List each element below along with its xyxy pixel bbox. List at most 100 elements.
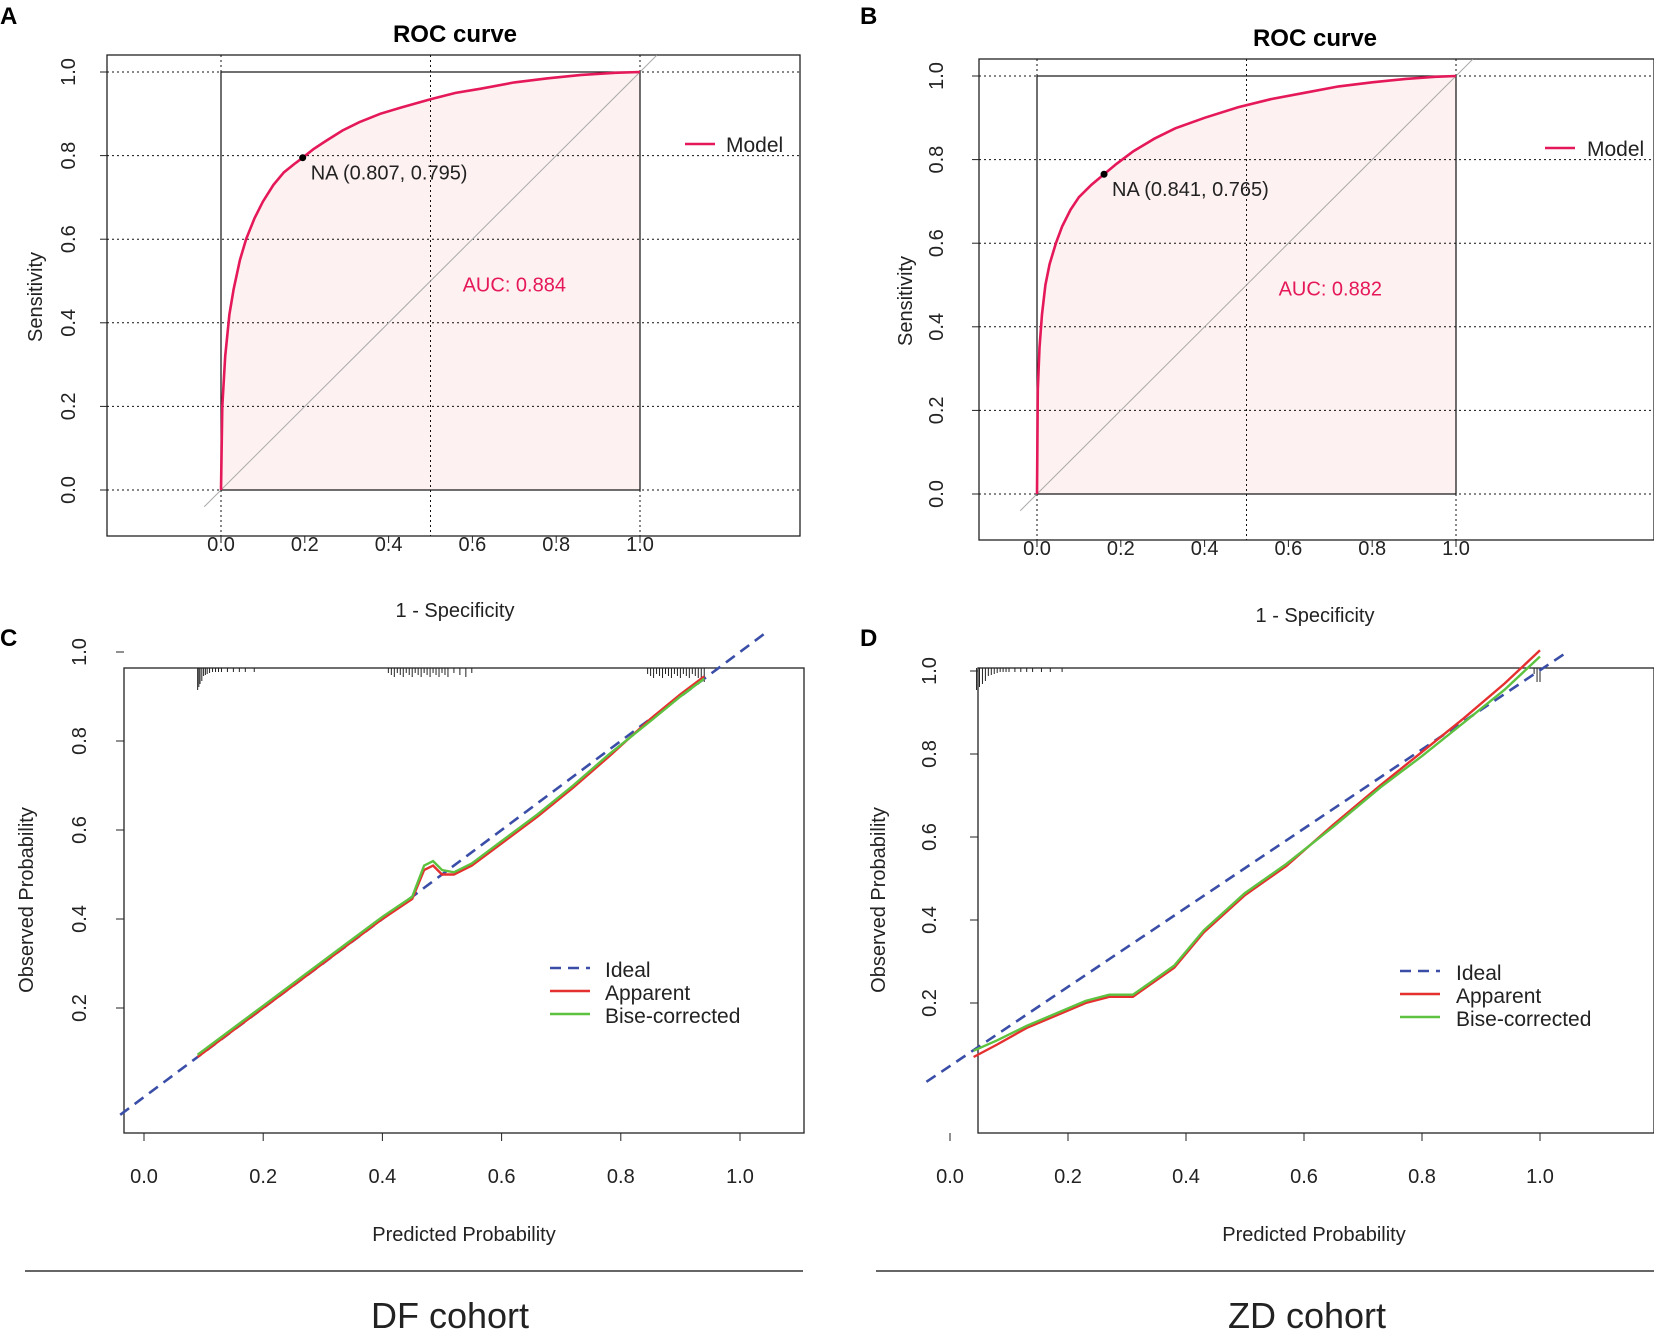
auc-label-a: AUC: 0.884 <box>463 274 566 296</box>
y-axis-c: 0.2 0.4 0.6 0.8 1.0 <box>69 638 124 1022</box>
x-tick-label-a: 0.4 <box>375 534 403 556</box>
y-tick-label-a: 0.2 <box>58 392 80 420</box>
panel-label-c: C <box>0 625 17 652</box>
panel-c-calibration: C 0.0 0.2 0.4 0.6 0.8 1.0 0.2 0.4 0.6 0.8 1.0 Pre… <box>0 625 805 1330</box>
ideal-line-d <box>925 653 1565 1083</box>
legend-label-model-b: Model <box>1587 138 1644 161</box>
y-tick-label-a: 0.6 <box>58 225 80 253</box>
x-tick-label-a: 0.6 <box>458 534 486 556</box>
roc-box-a <box>220 71 641 491</box>
y-tick-label-a: 1.0 <box>58 58 80 86</box>
y-axis-b: 0.0 0.2 0.4 0.6 0.8 1.0 <box>926 62 979 508</box>
y-tick-label-d: 0.4 <box>919 906 941 934</box>
apparent-line-d <box>973 649 1541 1059</box>
x-tick-label-a: 0.8 <box>542 534 570 556</box>
cutoff-point-b <box>1100 170 1108 178</box>
x-axis-b: 0.0 0.2 0.4 0.6 0.8 1.0 <box>1023 538 1470 560</box>
y-axis-label-b: Sensitivity <box>895 256 917 346</box>
x-tick-label-b: 0.4 <box>1191 538 1219 560</box>
plot-frame-d <box>977 667 1654 1134</box>
x-axis-label-b: 1 - Specificity <box>1256 605 1375 627</box>
y-axis-label-c: Observed Probability <box>16 807 38 993</box>
auc-label-b: AUC: 0.882 <box>1279 278 1382 300</box>
y-tick-label-d: 0.8 <box>919 740 941 768</box>
x-tick-label-b: 0.8 <box>1358 538 1386 560</box>
x-tick-label-d: 0.2 <box>1054 1166 1082 1188</box>
y-axis-d: 0.2 0.4 0.6 0.8 1.0 <box>919 657 978 1017</box>
y-tick-label-c: 0.2 <box>69 994 91 1022</box>
x-tick-label-a: 1.0 <box>626 534 654 556</box>
cohort-label-zd: ZD cohort <box>1228 1295 1386 1330</box>
x-axis-label-c: Predicted Probability <box>372 1224 555 1246</box>
x-tick-label-b: 1.0 <box>1442 538 1470 560</box>
x-tick-label-c: 0.6 <box>488 1166 516 1188</box>
chart-title-b: ROC curve <box>1253 25 1377 52</box>
y-tick-label-b: 1.0 <box>926 62 948 90</box>
x-tick-label-d: 0.0 <box>936 1166 964 1188</box>
y-axis-label-a: Sensitivity <box>25 252 47 342</box>
plot-frame-c <box>123 667 805 1134</box>
legend-label-ideal-c: Ideal <box>605 959 651 982</box>
roc-box-b <box>1036 75 1457 495</box>
x-tick-label-d: 1.0 <box>1526 1166 1554 1188</box>
y-tick-label-b: 0.2 <box>926 396 948 424</box>
x-axis-c: 0.0 0.2 0.4 0.6 0.8 1.0 <box>130 1133 754 1188</box>
y-tick-label-b: 0.4 <box>926 313 948 341</box>
rug-c <box>197 668 705 690</box>
legend-label-apparent-d: Apparent <box>1456 985 1541 1008</box>
bias-corrected-line-d <box>973 655 1541 1052</box>
y-tick-label-b: 0.8 <box>926 146 948 174</box>
legend-label-bias-d: Bise-corrected <box>1456 1008 1591 1031</box>
y-tick-label-d: 0.6 <box>919 823 941 851</box>
y-tick-label-c: 0.4 <box>69 905 91 933</box>
x-tick-label-d: 0.4 <box>1172 1166 1200 1188</box>
y-tick-label-a: 0.8 <box>58 142 80 170</box>
legend-label-model-a: Model <box>726 134 783 157</box>
roc-curve-b <box>1035 74 1457 495</box>
chance-diagonal-b <box>1019 58 1474 512</box>
x-tick-label-c: 0.8 <box>607 1166 635 1188</box>
cutoff-point-a <box>299 154 307 162</box>
y-axis-label-d: Observed Probability <box>868 807 890 993</box>
y-tick-label-a: 0.4 <box>58 309 80 337</box>
x-tick-label-c: 1.0 <box>726 1166 754 1188</box>
roc-curve-a <box>219 70 641 491</box>
x-axis-label-a: 1 - Specificity <box>396 600 515 622</box>
x-tick-label-d: 0.8 <box>1408 1166 1436 1188</box>
plot-frame-b <box>978 58 1654 541</box>
panel-label-a: A <box>0 3 17 30</box>
x-tick-label-b: 0.6 <box>1274 538 1302 560</box>
y-tick-label-a: 0.0 <box>58 476 80 504</box>
x-axis-a: 0.0 0.2 0.4 0.6 0.8 1.0 <box>207 534 654 556</box>
legend-label-apparent-c: Apparent <box>605 982 690 1005</box>
y-tick-label-c: 0.8 <box>69 727 91 755</box>
y-tick-label-d: 1.0 <box>919 657 941 685</box>
panel-b-roc: B ROC curve NA (0.841, 0.765) AUC: 0.882… <box>860 3 1654 627</box>
x-tick-label-b: 0.2 <box>1107 538 1135 560</box>
panel-label-b: B <box>860 3 877 30</box>
y-tick-label-c: 1.0 <box>69 638 91 666</box>
x-tick-label-a: 0.0 <box>207 534 235 556</box>
panel-d-calibration: D 0.0 0.2 0.4 0.6 0.8 1.0 0.2 0.4 0.6 0.8 1.0 Pre… <box>860 625 1654 1330</box>
bias-corrected-line-c <box>196 677 705 1056</box>
x-tick-label-d: 0.6 <box>1290 1166 1318 1188</box>
y-tick-label-b: 0.0 <box>926 480 948 508</box>
cutoff-label-a: NA (0.807, 0.795) <box>311 163 468 185</box>
y-tick-label-c: 0.6 <box>69 816 91 844</box>
rug-d <box>976 668 1541 690</box>
x-tick-label-c: 0.2 <box>249 1166 277 1188</box>
x-tick-label-c: 0.4 <box>368 1166 396 1188</box>
x-axis-d: 0.0 0.2 0.4 0.6 0.8 1.0 <box>936 1133 1554 1188</box>
x-axis-label-d: Predicted Probability <box>1222 1224 1405 1246</box>
y-axis-a: 0.0 0.2 0.4 0.6 0.8 1.0 <box>58 58 107 504</box>
chance-diagonal-a <box>203 54 658 508</box>
plot-frame-a <box>106 54 801 537</box>
x-tick-label-a: 0.2 <box>291 534 319 556</box>
y-tick-label-d: 0.2 <box>919 989 941 1017</box>
legend-label-ideal-d: Ideal <box>1456 962 1502 985</box>
legend-label-bias-c: Bise-corrected <box>605 1005 740 1028</box>
cutoff-label-b: NA (0.841, 0.765) <box>1112 179 1269 201</box>
panel-label-d: D <box>860 625 877 652</box>
x-tick-label-c: 0.0 <box>130 1166 158 1188</box>
